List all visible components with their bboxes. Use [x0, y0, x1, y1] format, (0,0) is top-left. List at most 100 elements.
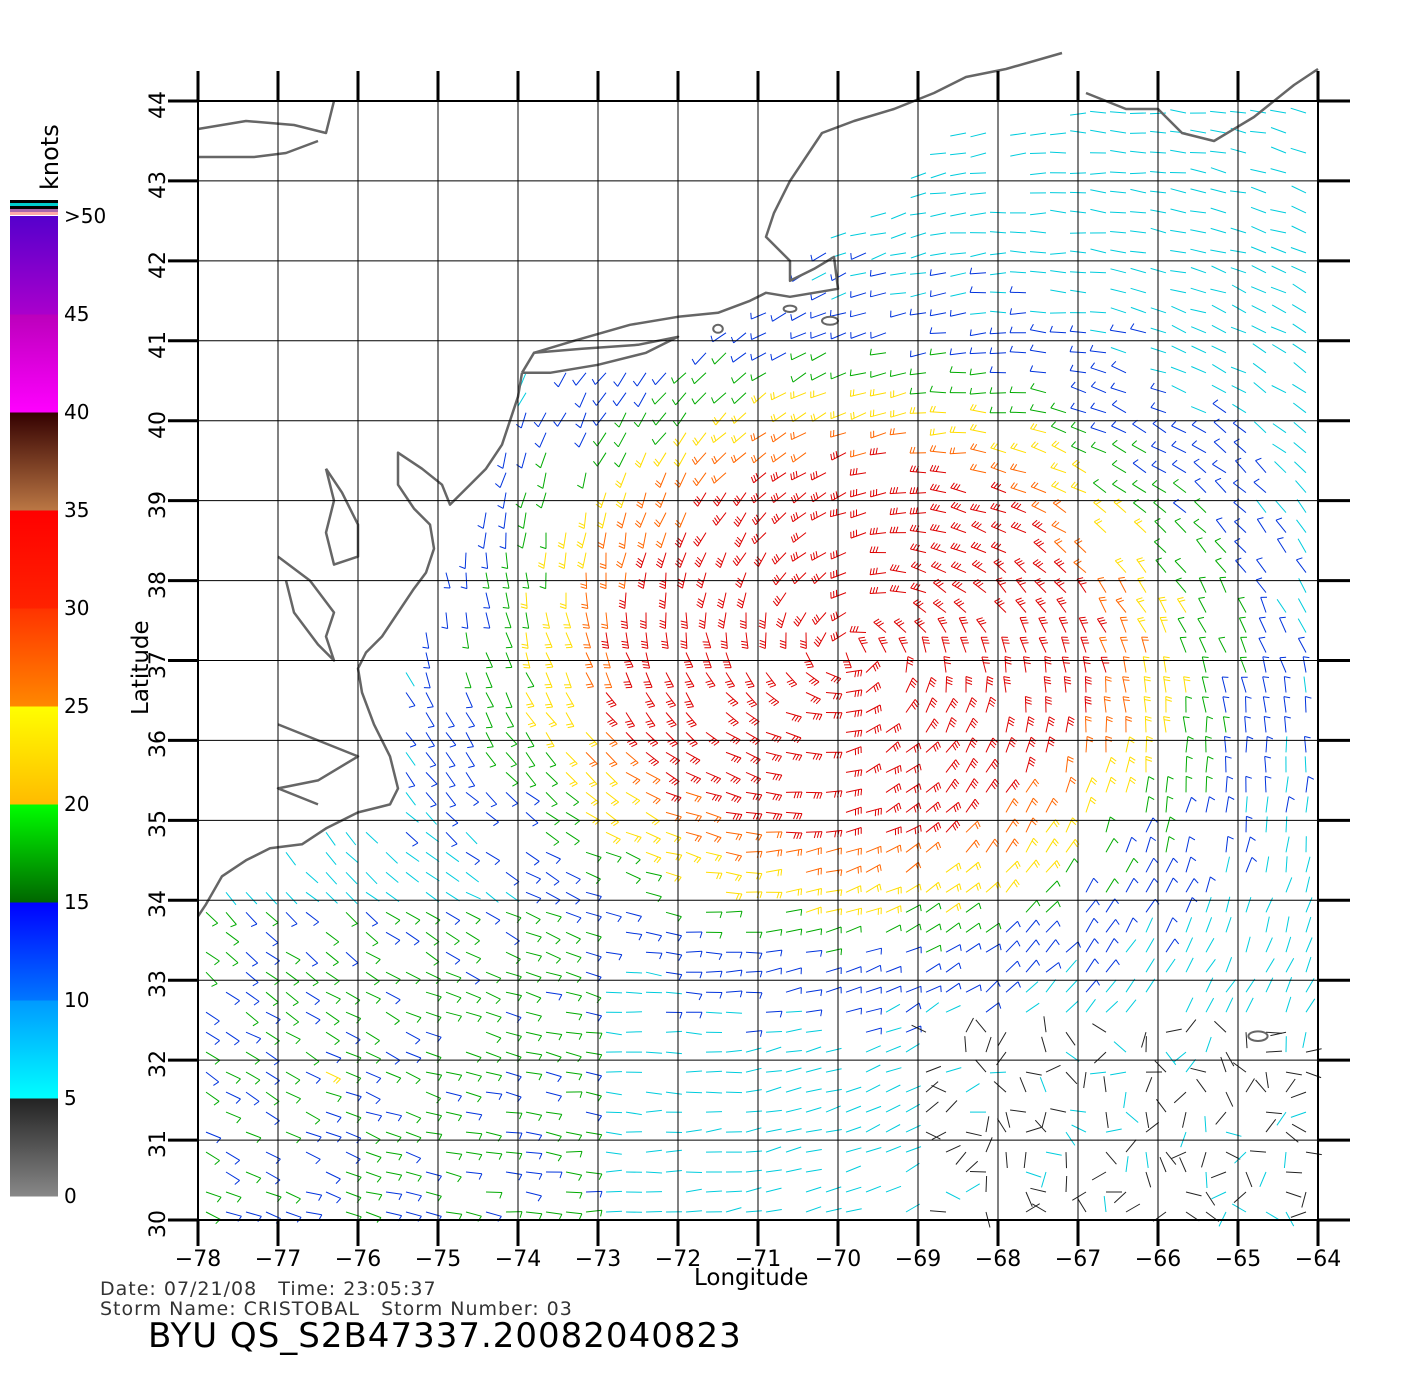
- wind-barb: [1010, 442, 1027, 454]
- wind-barb: [1065, 776, 1077, 793]
- wind-barb: [1290, 247, 1307, 254]
- legend-band-25-30: [10, 608, 58, 707]
- wind-barb: [645, 1109, 662, 1113]
- wind-barb: [525, 791, 540, 806]
- wind-barb: [1005, 779, 1020, 793]
- legend-unit-label: knots: [36, 124, 64, 190]
- wind-barb: [1050, 132, 1067, 136]
- wind-barb: [1253, 421, 1267, 434]
- wind-barb: [565, 1071, 583, 1081]
- wind-barb: [1215, 1111, 1227, 1125]
- wind-barb: [930, 561, 947, 574]
- wind-barb: [545, 891, 561, 905]
- wind-barb: [625, 732, 638, 748]
- wind-barb: [525, 692, 535, 709]
- wind-barb: [205, 1131, 222, 1144]
- wind-barb: [483, 612, 491, 629]
- wind-barb: [1145, 1077, 1153, 1093]
- wind-barb: [929, 269, 947, 276]
- wind-barb: [825, 889, 843, 897]
- wind-barb: [1265, 1072, 1269, 1089]
- wind-barb: [705, 851, 723, 862]
- wind-barb: [845, 865, 862, 874]
- lon-tick-label: −71: [734, 1247, 782, 1272]
- wind-barb: [1045, 696, 1052, 713]
- wind-barb: [725, 990, 743, 998]
- wind-barb: [1105, 716, 1113, 733]
- wind-barb: [950, 501, 967, 514]
- wind-barb: [869, 527, 887, 535]
- wind-barb: [810, 372, 827, 381]
- wind-barb: [865, 661, 881, 673]
- wind-barb: [1222, 696, 1230, 713]
- wind-barb: [1074, 538, 1087, 553]
- wind-barb: [559, 592, 567, 610]
- wind-barb: [930, 212, 947, 217]
- wind-barb: [785, 672, 798, 688]
- wind-barb: [605, 1111, 623, 1114]
- wind-barb: [1090, 441, 1107, 454]
- wind-barb: [744, 672, 755, 689]
- wind-barb: [625, 771, 641, 785]
- wind-barb: [865, 807, 882, 817]
- wind-barb: [950, 292, 967, 297]
- wind-barb: [445, 1111, 463, 1122]
- wind-barb: [1125, 857, 1139, 873]
- wind-barb: [1103, 1196, 1107, 1213]
- wind-barb: [1285, 916, 1290, 933]
- wind-barb: [1210, 167, 1227, 174]
- wind-barb: [565, 1011, 583, 1021]
- wind-barb: [1185, 1059, 1196, 1073]
- wind-barb: [635, 552, 647, 569]
- wind-barb: [585, 1031, 603, 1040]
- wind-barb: [445, 792, 457, 808]
- wind-barb: [425, 851, 440, 862]
- wind-barb: [850, 291, 867, 298]
- wind-barb: [1265, 1031, 1283, 1034]
- wind-barb: [750, 312, 767, 320]
- wind-barb: [950, 521, 967, 534]
- wind-barb: [1133, 518, 1147, 533]
- wind-barb: [621, 632, 630, 649]
- wind-barb: [285, 911, 298, 927]
- wind-barb: [592, 392, 607, 406]
- wind-barb: [1125, 836, 1137, 853]
- wind-barb: [969, 347, 987, 355]
- wind-barb: [1105, 959, 1120, 973]
- wind-barb: [810, 412, 827, 422]
- wind-barb: [765, 967, 782, 975]
- wind-barb: [585, 1171, 603, 1180]
- wind-barb: [1170, 188, 1187, 194]
- wind-barb: [996, 1118, 1007, 1133]
- wind-barb: [865, 1147, 882, 1153]
- wind-barb: [925, 697, 938, 713]
- wind-barb: [805, 751, 823, 761]
- wind-barb: [765, 751, 782, 762]
- wind-barb: [405, 1051, 422, 1064]
- wind-barb: [645, 871, 663, 882]
- wind-barb: [245, 1011, 259, 1027]
- wind-barb: [592, 432, 607, 447]
- wind-barb: [425, 692, 434, 709]
- wind-barb: [725, 1207, 742, 1213]
- wind-barb: [305, 871, 319, 884]
- wind-barb: [1105, 878, 1119, 893]
- wind-barb: [655, 552, 667, 569]
- wind-barb: [521, 632, 529, 649]
- wind-barb: [1190, 287, 1207, 294]
- wind-barb: [1125, 1111, 1139, 1123]
- wind-barb: [1005, 716, 1015, 733]
- wind-barb: [620, 612, 628, 629]
- wind-barb: [732, 552, 747, 566]
- wind-barb: [693, 532, 707, 547]
- wind-barb: [465, 1091, 482, 1103]
- wind-barb: [912, 598, 927, 613]
- wind-barb: [1025, 981, 1039, 993]
- wind-barb: [1015, 597, 1027, 613]
- wind-barb: [1214, 537, 1227, 553]
- wind-barb: [639, 612, 647, 629]
- wind-barb: [225, 1071, 241, 1084]
- wind-barb: [605, 772, 618, 787]
- wind-barb: [905, 677, 918, 693]
